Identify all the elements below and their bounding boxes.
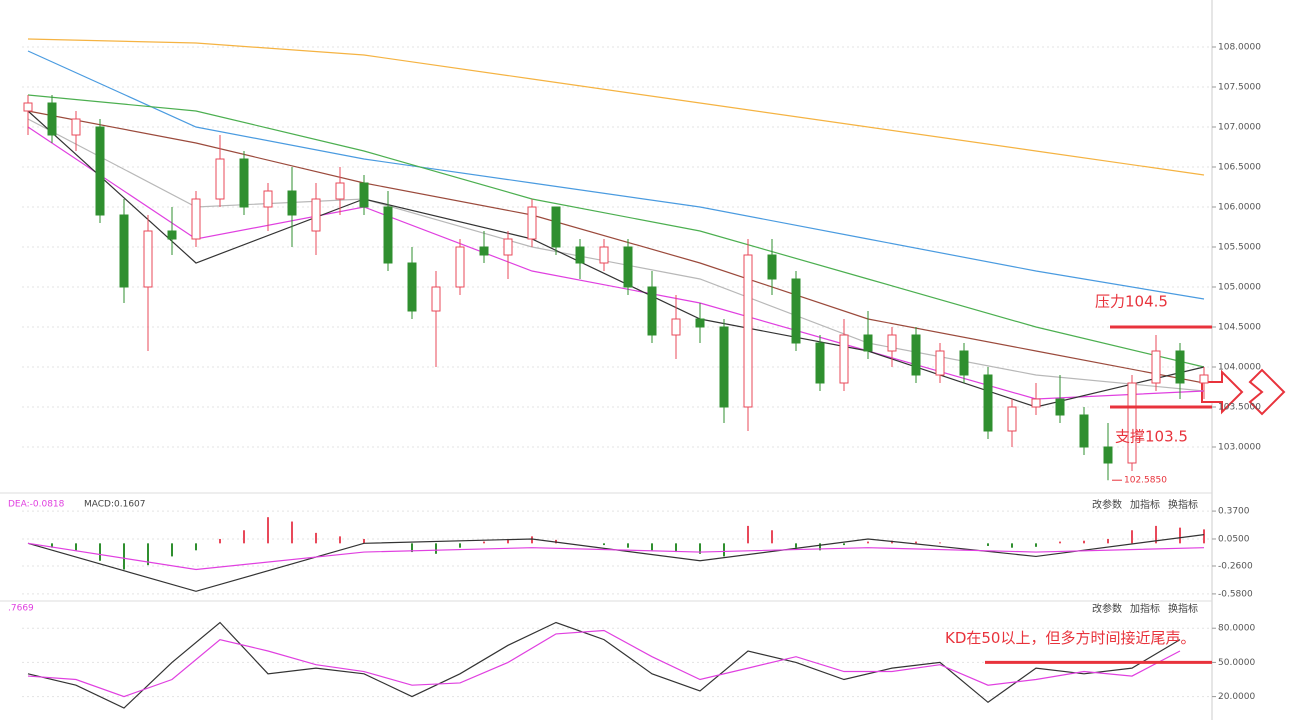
indicator-line [27, 110, 1205, 408]
annotation-text: KD在50以上，但多方时间接近尾声。 [945, 629, 1195, 647]
candle-body [527, 206, 537, 240]
indicator-line [27, 126, 1205, 400]
toolbar-button[interactable]: 改参数 [1092, 602, 1122, 615]
indicator-line [27, 38, 1205, 176]
candle-body [647, 286, 657, 336]
y-tick-label: 105.5000 [1218, 243, 1261, 253]
candle-body [503, 238, 513, 256]
candle-body [23, 102, 33, 112]
indicator-line [27, 50, 1205, 300]
candle-body [335, 182, 345, 200]
candle-body [863, 334, 873, 352]
indicator-label: MACD:0.1607 [84, 500, 146, 510]
candle-body [239, 158, 249, 208]
candle-body [431, 286, 441, 312]
y-tick-label: 104.5000 [1218, 323, 1261, 333]
indicator-line [27, 118, 1205, 392]
candle-body [767, 254, 777, 280]
candle-body [215, 158, 225, 200]
indicator-line [27, 94, 1205, 368]
candle-body [191, 198, 201, 240]
y-tick-label: 104.0000 [1218, 363, 1261, 373]
candle-body [1175, 350, 1185, 384]
candle-body [479, 246, 489, 256]
support-label: 支撑103.5 [1115, 428, 1188, 446]
indicator-line [27, 629, 1181, 698]
resistance-label: 压力104.5 [1095, 293, 1168, 311]
candle-body [1079, 414, 1089, 448]
candle-body [407, 262, 417, 312]
indicator-line [27, 110, 1205, 384]
candle-body [671, 318, 681, 336]
candle-body [359, 182, 369, 208]
candle-body [887, 334, 897, 352]
y-tick-label: 80.0000 [1218, 624, 1255, 634]
candle-body [743, 254, 753, 408]
candle-body [959, 350, 969, 376]
y-tick-label: 106.5000 [1218, 163, 1261, 173]
candle-body [1103, 446, 1113, 464]
y-tick-label: -0.5800 [1218, 589, 1253, 599]
y-tick-label: 106.0000 [1218, 203, 1261, 213]
candle-body [1031, 398, 1041, 408]
toolbar-button[interactable]: 换指标 [1168, 602, 1198, 615]
toolbar-button[interactable]: 换指标 [1168, 498, 1198, 511]
toolbar-button[interactable]: 加指标 [1130, 498, 1160, 511]
indicator-line [27, 621, 1181, 709]
candle-body [575, 246, 585, 264]
indicator-line [27, 542, 1205, 571]
indicator-label: .7669 [8, 604, 34, 614]
candle-body [791, 278, 801, 344]
candle-body [95, 126, 105, 216]
candle-body [263, 190, 273, 208]
candle-body [983, 374, 993, 432]
candle-body [911, 334, 921, 376]
y-tick-label: 103.5000 [1218, 403, 1261, 413]
y-tick-label: 20.0000 [1218, 692, 1255, 702]
arrow-icon [1248, 368, 1286, 416]
candle-body [143, 230, 153, 288]
y-tick-label: 0.3700 [1218, 507, 1250, 517]
candle-body [1151, 350, 1161, 384]
candle-body [815, 342, 825, 384]
candle-body [719, 326, 729, 408]
y-tick-label: 107.0000 [1218, 123, 1261, 133]
low-label: 102.5850 [1124, 476, 1167, 486]
candle-body [167, 230, 177, 240]
y-tick-label: 105.0000 [1218, 283, 1261, 293]
candle-body [311, 198, 321, 232]
y-tick-label: 103.0000 [1218, 443, 1261, 453]
candle-body [383, 206, 393, 264]
y-tick-label: 50.0000 [1218, 658, 1255, 668]
candle-body [1199, 374, 1209, 384]
candle-body [623, 246, 633, 288]
toolbar-button[interactable]: 加指标 [1130, 602, 1160, 615]
candle-body [1007, 406, 1017, 432]
candle-body [695, 318, 705, 328]
y-tick-label: 0.0500 [1218, 534, 1250, 544]
candle-body [455, 246, 465, 288]
indicator-line [27, 534, 1205, 592]
candle-body [599, 246, 609, 264]
y-tick-label: 108.0000 [1218, 43, 1261, 53]
y-tick-label: -0.2600 [1218, 562, 1253, 572]
indicator-label: DEA:-0.0818 [8, 500, 65, 510]
toolbar-button[interactable]: 改参数 [1092, 498, 1122, 511]
candle-body [551, 206, 561, 248]
y-tick-label: 107.5000 [1218, 83, 1261, 93]
candle-body [47, 102, 57, 136]
candle-body [1127, 382, 1137, 464]
candle-body [119, 214, 129, 288]
candle-body [287, 190, 297, 216]
candle-body [1055, 398, 1065, 416]
candle-body [71, 118, 81, 136]
candle-body [839, 334, 849, 384]
arrow-icon [1201, 369, 1244, 415]
candle-body [935, 350, 945, 376]
